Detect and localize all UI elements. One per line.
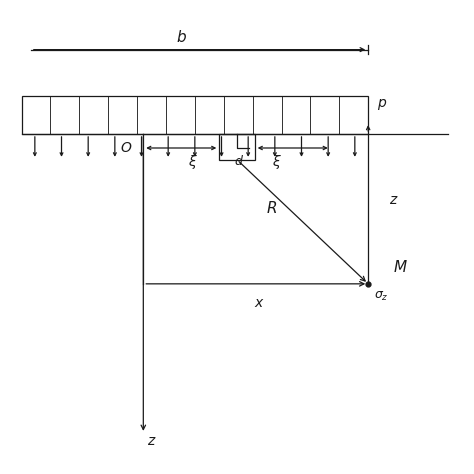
Text: R: R (267, 201, 277, 217)
Text: $\sigma_z$: $\sigma_z$ (374, 290, 389, 302)
Text: x: x (254, 296, 262, 310)
Text: O: O (121, 141, 132, 155)
Text: d: d (234, 155, 242, 168)
Bar (219, 134, 255, 160)
Text: z: z (147, 434, 154, 448)
Text: $\xi$: $\xi$ (272, 153, 282, 171)
Text: $\xi$: $\xi$ (188, 153, 198, 171)
Bar (21, 97, 368, 134)
Text: b: b (176, 30, 186, 46)
Text: M: M (394, 260, 407, 275)
Text: z: z (389, 192, 396, 207)
Text: p: p (377, 97, 386, 110)
